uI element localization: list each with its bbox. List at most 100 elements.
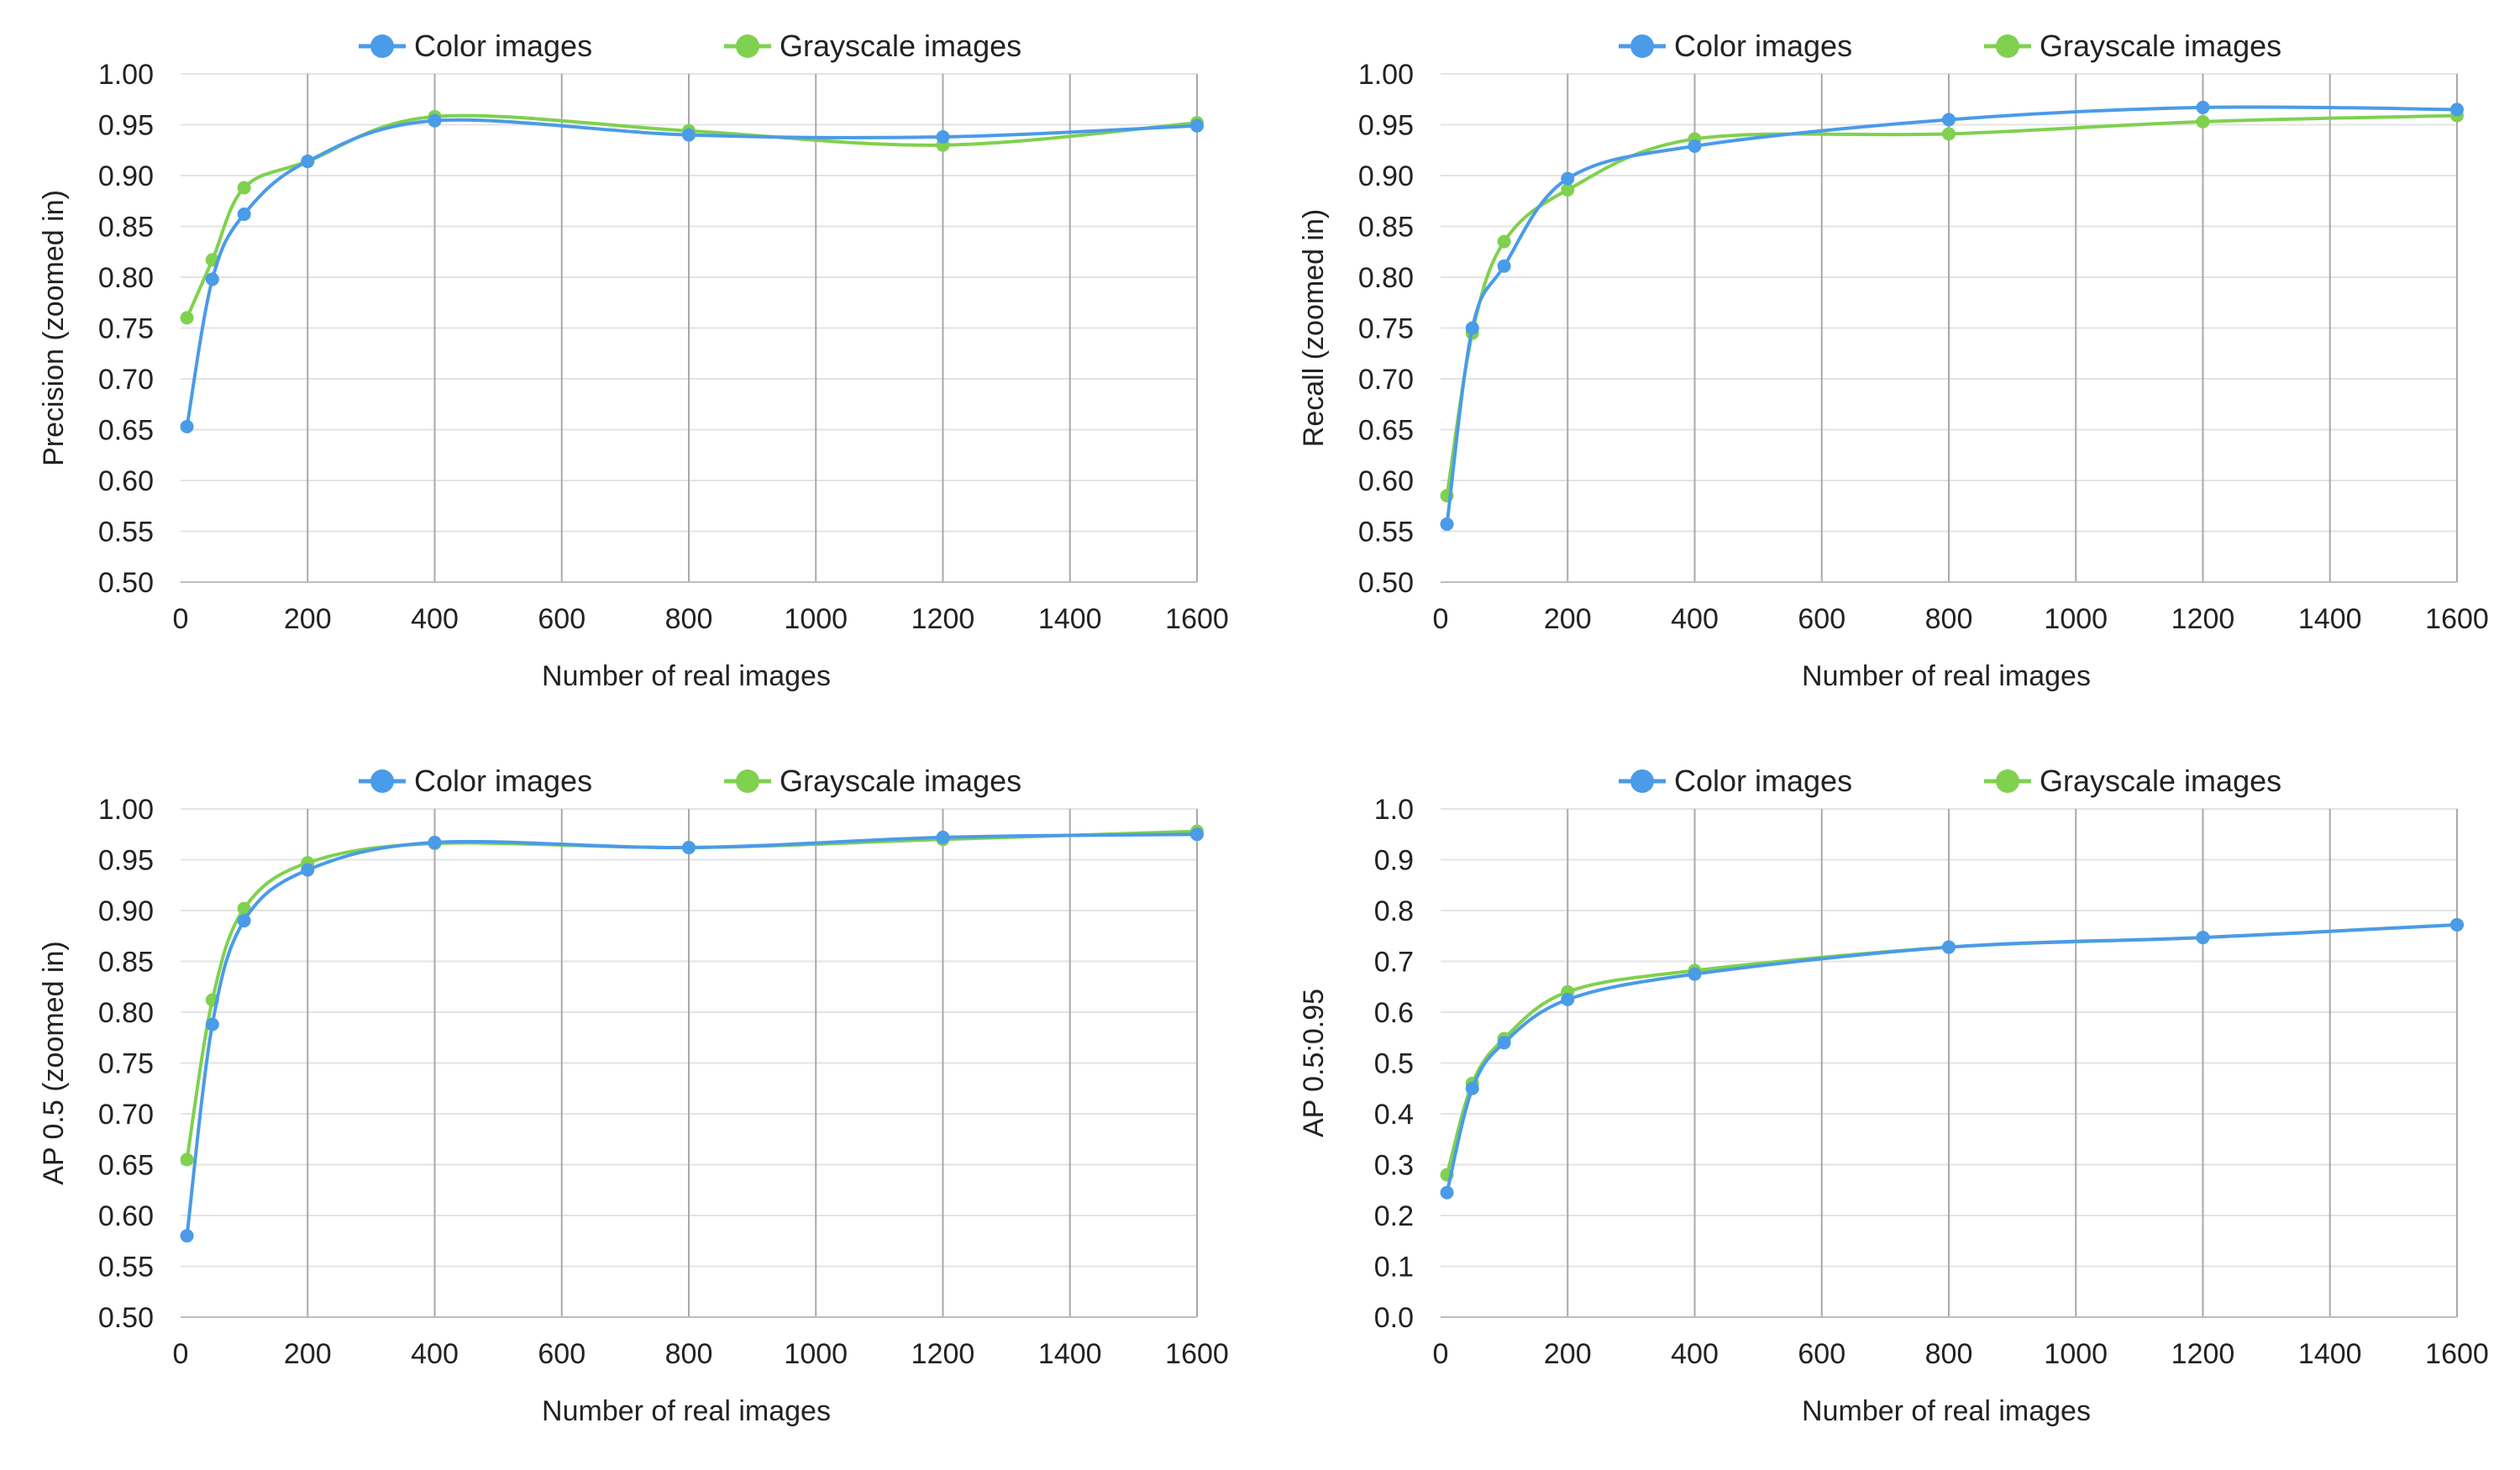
data-point — [205, 1017, 219, 1032]
x-tick-label: 1400 — [2298, 603, 2362, 635]
y-tick-label: 0.90 — [1358, 160, 1414, 192]
x-tick-label: 400 — [411, 603, 459, 635]
y-tick-label: 0.85 — [98, 947, 154, 979]
recall-chart: 0.50 0.55 0.60 0.65 0.70 0.75 0.80 0.85 0.90 0.95… — [1298, 29, 2489, 692]
y-tick-label: 0.90 — [98, 895, 154, 927]
x-tick-label: 1200 — [911, 603, 975, 635]
series-line — [1445, 113, 2459, 498]
y-tick-label: 1.00 — [98, 59, 154, 91]
y-tick-label: 0.60 — [98, 465, 154, 497]
x-tick-label: 600 — [538, 1338, 585, 1370]
x-tick-label: 400 — [1671, 1338, 1719, 1370]
data-point — [1942, 940, 1956, 954]
series-line — [1445, 105, 2459, 527]
y-tick-label: 0.9 — [1374, 845, 1414, 877]
x-tick-label: 1600 — [2425, 1338, 2489, 1370]
legend-item: Grayscale images — [1984, 29, 2281, 63]
y-tick-label: 0.2 — [1374, 1200, 1414, 1232]
x-tick-label: 1000 — [784, 1338, 848, 1370]
data-point — [2450, 102, 2464, 117]
series-line — [1445, 922, 2459, 1194]
data-point — [1688, 139, 1702, 153]
legend-marker — [1630, 34, 1654, 58]
legend-label: Color images — [414, 29, 592, 63]
x-tick-label: 1000 — [2044, 1338, 2108, 1370]
data-point — [1561, 992, 1575, 1006]
data-point — [237, 181, 251, 195]
data-point — [2196, 931, 2210, 945]
x-tick-label: 1400 — [1038, 1338, 1102, 1370]
y-tick-label: 0.50 — [1358, 567, 1414, 599]
y-axis-title: Precision (zoomed in) — [38, 190, 70, 466]
y-tick-label: 0.70 — [98, 364, 154, 396]
x-tick-label: 800 — [665, 1338, 713, 1370]
y-tick-label: 1.0 — [1374, 794, 1414, 826]
precision-chart: 0.50 0.55 0.60 0.65 0.70 0.75 0.80 0.85 0.90 0.95… — [38, 29, 1229, 692]
x-tick-label: 0 — [1433, 1338, 1449, 1370]
x-tick-label: 1000 — [2044, 603, 2108, 635]
series-line — [1445, 922, 2459, 1177]
legend-item: Color images — [359, 29, 592, 63]
data-point — [301, 863, 315, 877]
data-point — [1465, 321, 1479, 335]
legend-marker — [1996, 769, 2019, 793]
x-axis-title: Number of real images — [1802, 1395, 2091, 1427]
y-tick-label: 0.8 — [1374, 895, 1414, 927]
y-tick-label: 0.5 — [1374, 1048, 1414, 1080]
data-point — [180, 1229, 194, 1243]
y-tick-label: 0.65 — [98, 415, 154, 447]
legend-label: Grayscale images — [780, 29, 1021, 63]
data-point — [1190, 118, 1204, 133]
x-axis-title: Number of real images — [542, 1395, 831, 1427]
x-tick-label: 0 — [1433, 603, 1449, 635]
y-tick-label: 0.90 — [98, 160, 154, 192]
legend-label: Color images — [1674, 764, 1852, 798]
legend-label: Grayscale images — [780, 764, 1021, 798]
legend-item: Color images — [359, 764, 592, 798]
series-line — [185, 113, 1199, 320]
y-tick-label: 0.55 — [98, 517, 154, 549]
x-tick-label: 200 — [284, 603, 332, 635]
x-tick-label: 1200 — [911, 1338, 975, 1370]
x-tick-label: 600 — [1798, 603, 1845, 635]
legend-marker — [736, 34, 759, 58]
y-tick-label: 1.00 — [1358, 59, 1414, 91]
data-point — [1497, 259, 1511, 273]
x-tick-label: 800 — [665, 603, 713, 635]
x-tick-label: 600 — [538, 603, 585, 635]
x-tick-label: 1600 — [1165, 1338, 1229, 1370]
y-tick-label: 0.75 — [98, 313, 154, 345]
x-tick-label: 200 — [284, 1338, 332, 1370]
y-tick-label: 0.60 — [98, 1200, 154, 1232]
data-point — [2450, 917, 2464, 932]
x-tick-label: 0 — [173, 603, 189, 635]
legend-item: Grayscale images — [724, 764, 1021, 798]
y-tick-label: 0.0 — [1374, 1302, 1414, 1334]
series-line — [185, 118, 1199, 428]
y-tick-label: 0.55 — [98, 1252, 154, 1284]
data-point — [2196, 100, 2210, 114]
x-tick-label: 800 — [1925, 603, 1973, 635]
data-point — [682, 840, 696, 854]
series-line — [185, 832, 1199, 1238]
data-point — [1561, 171, 1575, 186]
x-tick-label: 200 — [1544, 1338, 1592, 1370]
y-tick-label: 0.80 — [98, 997, 154, 1029]
data-point — [428, 835, 442, 849]
y-tick-label: 0.85 — [98, 212, 154, 244]
legend-marker — [1630, 769, 1654, 793]
data-point — [1465, 1081, 1479, 1095]
data-point — [1942, 113, 1956, 127]
data-point — [682, 128, 696, 142]
y-tick-label: 0.1 — [1374, 1252, 1414, 1284]
legend-item: Color images — [1619, 29, 1852, 63]
y-tick-label: 0.95 — [98, 110, 154, 142]
data-point — [237, 207, 251, 221]
y-tick-label: 0.65 — [1358, 415, 1414, 447]
y-tick-label: 0.70 — [1358, 364, 1414, 396]
data-point — [237, 901, 251, 916]
y-tick-label: 0.50 — [98, 1302, 154, 1334]
y-tick-label: 0.80 — [98, 262, 154, 294]
x-tick-label: 1200 — [2171, 603, 2235, 635]
ap50-chart: 0.50 0.55 0.60 0.65 0.70 0.75 0.80 0.85 0.90 0.95… — [38, 764, 1229, 1427]
